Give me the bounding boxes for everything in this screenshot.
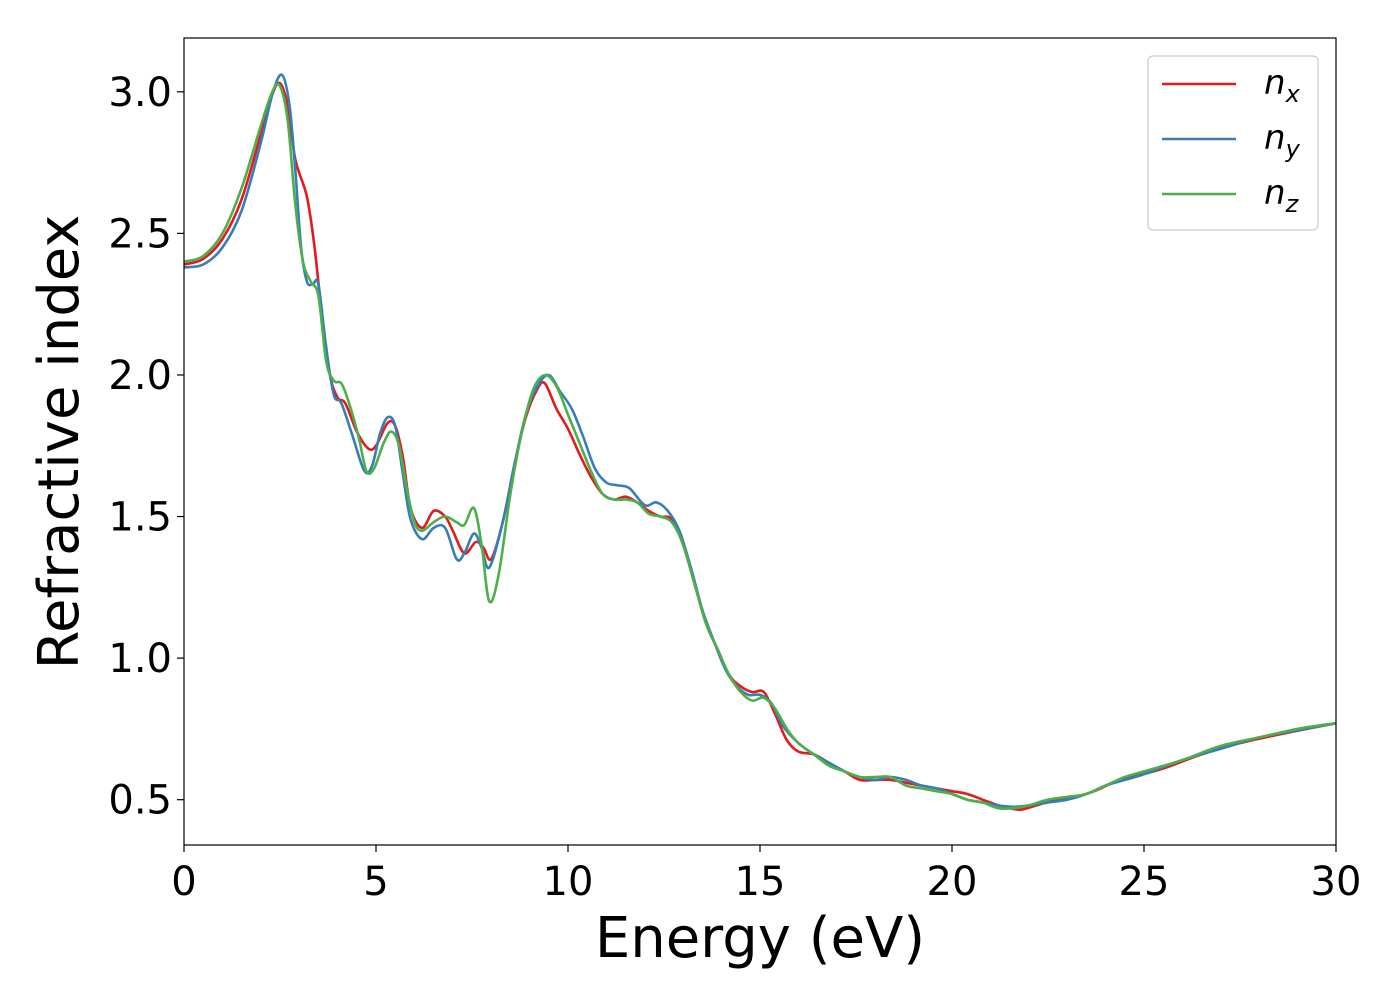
legend-label-x: nx xyxy=(1264,63,1301,108)
legend-box xyxy=(1147,55,1319,231)
x-tick-label: 15 xyxy=(735,859,786,905)
legend-label-y: ny xyxy=(1264,118,1301,163)
x-axis-label: Energy (eV) xyxy=(595,906,925,971)
x-tick-label: 10 xyxy=(543,859,594,905)
legend: nx ny nz xyxy=(1147,55,1319,231)
y-axis-ticks: 0.5 1.0 1.5 2.0 2.5 3.0 xyxy=(108,70,184,824)
y-tick-label: 2.0 xyxy=(108,353,172,399)
x-tick-label: 25 xyxy=(1119,859,1170,905)
y-tick-label: 3.0 xyxy=(108,70,172,116)
y-tick-label: 0.5 xyxy=(108,778,172,824)
series-line-z xyxy=(183,82,1337,811)
x-tick-label: 30 xyxy=(1311,859,1362,905)
x-tick-label: 20 xyxy=(927,859,978,905)
y-axis-label: Refractive index xyxy=(27,215,92,670)
x-axis-ticks: 0 5 10 15 20 25 30 xyxy=(171,845,1361,905)
legend-label-z: nz xyxy=(1264,173,1300,218)
y-tick-label: 1.5 xyxy=(108,495,172,541)
series-layer xyxy=(183,73,1337,812)
y-tick-label: 1.0 xyxy=(108,636,172,682)
series-line-x xyxy=(183,81,1337,812)
x-tick-label: 5 xyxy=(363,859,388,905)
x-tick-label: 0 xyxy=(171,859,196,905)
y-tick-label: 2.5 xyxy=(108,211,172,257)
